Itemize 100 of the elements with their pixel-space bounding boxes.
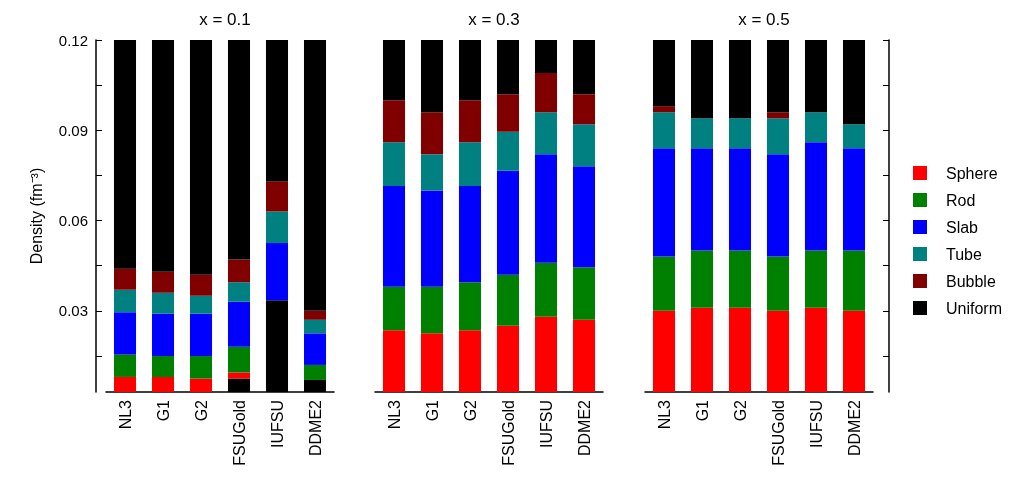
bar <box>189 313 213 356</box>
bar <box>652 106 676 113</box>
bar <box>303 319 327 334</box>
bar <box>189 378 213 392</box>
bar <box>534 40 558 74</box>
bar <box>227 40 251 260</box>
bar <box>652 310 676 392</box>
bar <box>842 148 866 251</box>
bar <box>652 148 676 257</box>
x-tick-label: NL3 <box>655 399 673 430</box>
bar <box>804 250 828 308</box>
bar <box>804 112 828 143</box>
bar <box>652 40 676 107</box>
bar <box>766 310 790 392</box>
x-tick-label: DDME2 <box>845 399 863 457</box>
x-tick-label: G2 <box>192 399 210 422</box>
bar <box>534 316 558 392</box>
bar <box>690 40 714 119</box>
bar <box>572 124 596 167</box>
bar <box>189 295 213 314</box>
bar <box>458 100 482 143</box>
bar <box>804 142 828 251</box>
bar <box>496 325 520 392</box>
bar <box>572 40 596 95</box>
bar <box>652 256 676 311</box>
x-tick-label: G1 <box>693 399 711 422</box>
bar <box>382 142 406 186</box>
bar <box>189 274 213 296</box>
bar <box>113 40 137 269</box>
bar <box>842 40 866 125</box>
bar <box>496 274 520 326</box>
bar <box>303 333 327 365</box>
bar <box>766 118 790 155</box>
bar <box>113 268 137 290</box>
x-tick-label: IUFSU <box>807 400 825 448</box>
bar <box>458 282 482 331</box>
bar <box>303 40 327 311</box>
x-tick-label: G2 <box>731 399 749 422</box>
y-tick-label: 0.09 <box>58 121 88 139</box>
bar <box>690 307 714 392</box>
bar <box>804 307 828 392</box>
bar <box>303 364 327 380</box>
bar <box>382 100 406 143</box>
y-axis-title: Density (fm⁻³) <box>27 167 45 265</box>
x-tick-label: FSUGold <box>230 400 248 466</box>
bar <box>534 154 558 263</box>
bar <box>728 118 752 149</box>
bar <box>113 354 137 377</box>
bar <box>151 355 175 377</box>
x-tick-label: DDME2 <box>575 399 593 457</box>
x-tick-label: IUFSU <box>268 400 286 448</box>
bar <box>113 376 137 392</box>
chart-title: x = 0.5 <box>738 10 790 29</box>
bar <box>420 286 444 334</box>
x-tick-label: G2 <box>461 399 479 422</box>
bar <box>113 312 137 355</box>
bar <box>151 271 175 293</box>
legend-label: Bubble <box>945 272 996 290</box>
bar <box>151 40 175 272</box>
bar <box>382 185 406 287</box>
chart-title: x = 0.3 <box>468 10 520 29</box>
bar <box>227 372 251 379</box>
x-tick-label: FSUGold <box>769 400 787 466</box>
x-tick-label: NL3 <box>116 399 134 430</box>
bar <box>420 40 444 113</box>
bar <box>804 40 828 113</box>
bar <box>766 112 790 119</box>
bar <box>842 250 866 311</box>
chart-title: x = 0.1 <box>199 10 251 29</box>
x-tick-label: DDME2 <box>306 399 324 457</box>
bar <box>113 289 137 313</box>
bar <box>572 94 596 125</box>
bar <box>690 148 714 251</box>
bar <box>534 112 558 155</box>
bar <box>728 307 752 392</box>
bar <box>534 262 558 317</box>
bar <box>690 118 714 149</box>
bar <box>496 170 520 275</box>
bar <box>572 267 596 320</box>
bar <box>766 154 790 257</box>
bar <box>728 40 752 119</box>
bar <box>151 313 175 356</box>
y-tick-label: 0.03 <box>58 302 88 320</box>
x-tick-label: NL3 <box>385 399 403 430</box>
bar <box>690 250 714 308</box>
bar <box>458 40 482 101</box>
x-tick-label: G1 <box>423 399 441 422</box>
bar <box>766 256 790 311</box>
legend-label: Slab <box>945 218 979 236</box>
bar <box>458 142 482 186</box>
bar <box>227 282 251 302</box>
bar <box>189 355 213 379</box>
bar <box>534 73 558 113</box>
bar <box>842 124 866 149</box>
bar <box>303 310 327 320</box>
y-tick-label: 0.12 <box>58 31 88 49</box>
bar <box>842 310 866 392</box>
bar <box>189 40 213 275</box>
bar <box>458 330 482 392</box>
bar <box>420 190 444 287</box>
